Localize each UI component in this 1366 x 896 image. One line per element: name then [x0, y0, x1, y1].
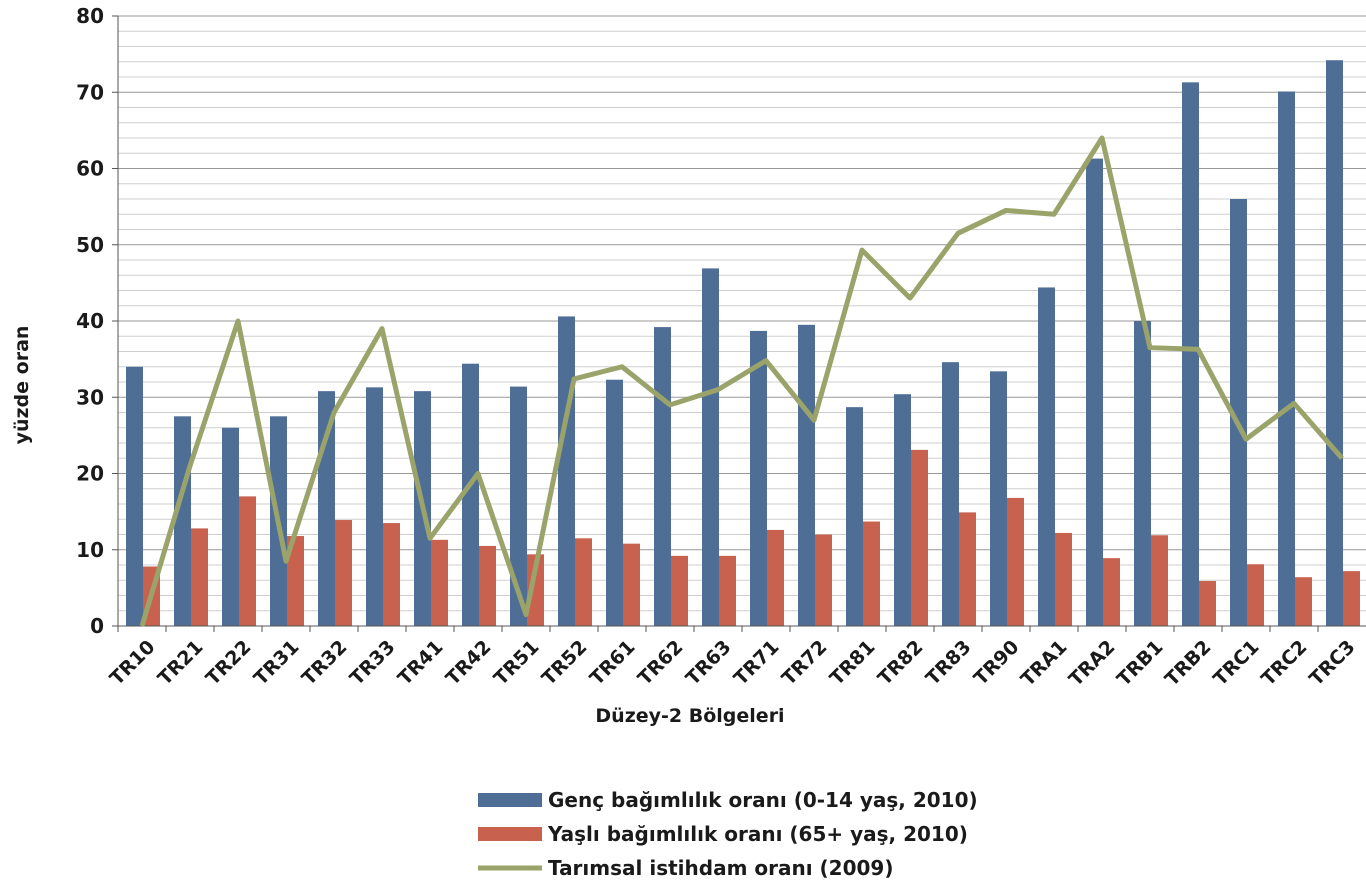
bar: [1055, 532, 1072, 626]
bar: [431, 539, 448, 626]
bar: [846, 407, 863, 626]
x-tick-label: TR83: [922, 636, 976, 690]
bar: [894, 394, 911, 626]
y-tick-label: 80: [76, 4, 104, 28]
x-tick-label: TR10: [106, 636, 160, 690]
x-tick-label: TR71: [730, 636, 784, 690]
bar: [959, 512, 976, 626]
bar: [1295, 577, 1312, 626]
bar: [1086, 158, 1103, 626]
x-tick-label: TR41: [394, 636, 448, 690]
bar: [575, 538, 592, 626]
bar: [990, 371, 1007, 626]
bar: [767, 529, 784, 626]
bar: [558, 316, 575, 626]
bar: [479, 545, 496, 626]
x-tick-label: TR42: [442, 636, 496, 690]
bar: [1103, 558, 1120, 626]
bar: [750, 330, 767, 626]
legend-swatch: [478, 827, 542, 841]
bar: [702, 268, 719, 626]
bar: [942, 362, 959, 626]
bar: [174, 416, 191, 626]
y-tick-label: 50: [76, 233, 104, 257]
y-tick-label: 60: [76, 157, 104, 181]
y-tick-label: 20: [76, 462, 104, 486]
y-tick-label: 40: [76, 309, 104, 333]
x-tick-label: TR61: [586, 636, 640, 690]
legend-swatch: [478, 793, 542, 807]
bar: [462, 363, 479, 626]
x-tick-label: TRA2: [1065, 636, 1120, 691]
x-tick-label: TR90: [970, 636, 1024, 690]
bar: [191, 528, 208, 626]
y-tick-label: 70: [76, 80, 104, 104]
bar: [1007, 497, 1024, 626]
bar: [1134, 321, 1151, 626]
bar: [1278, 91, 1295, 627]
bar: [654, 327, 671, 626]
x-tick-label: TR22: [202, 636, 256, 690]
y-tick-label: 10: [76, 538, 104, 562]
bar: [1151, 535, 1168, 626]
x-tick-label: TR72: [778, 636, 832, 690]
bar: [623, 543, 640, 626]
bar: [1182, 82, 1199, 626]
x-tick-label: TRC1: [1209, 636, 1263, 690]
x-tick-label: TR62: [634, 636, 688, 690]
bar: [287, 536, 304, 626]
x-tick-label: TR32: [298, 636, 352, 690]
x-tick-label: TR63: [682, 636, 736, 690]
x-axis-title: Düzey-2 Bölgeleri: [595, 705, 784, 727]
y-axis-title: yüzde oran: [11, 326, 33, 445]
x-tick-label: TR21: [154, 636, 208, 690]
legend-label: Genç bağımlılık oranı (0-14 yaş, 2010): [548, 788, 978, 812]
x-tick-label: TR51: [490, 636, 544, 690]
bar: [239, 496, 256, 626]
bar: [1199, 581, 1216, 626]
bar: [911, 449, 928, 626]
x-tick-label: TRB2: [1161, 636, 1216, 691]
bar: [671, 555, 688, 626]
bar: [798, 324, 815, 626]
legend-label: Yaşlı bağımlılık oranı (65+ yaş, 2010): [547, 822, 968, 846]
bar: [719, 555, 736, 626]
x-tick-label: TR33: [346, 636, 400, 690]
bar: [318, 391, 335, 626]
bar: [1326, 60, 1343, 627]
bar: [126, 366, 143, 626]
bar: [606, 379, 623, 626]
x-tick-label: TR81: [826, 636, 880, 690]
y-tick-label: 0: [90, 614, 104, 638]
x-tick-label: TR31: [250, 636, 304, 690]
bar: [335, 520, 352, 626]
bar: [383, 523, 400, 626]
x-tick-label: TRC3: [1305, 636, 1359, 690]
bar: [1038, 287, 1055, 626]
bar: [510, 386, 527, 626]
bar: [1343, 571, 1360, 626]
bar: [1230, 199, 1247, 626]
y-tick-label: 30: [76, 385, 104, 409]
x-tick-label: TR82: [874, 636, 928, 690]
bar: [366, 387, 383, 626]
line: [139, 135, 1344, 627]
x-tick-label: TR52: [538, 636, 592, 690]
bar: [1247, 564, 1264, 626]
bar: [815, 534, 832, 626]
x-tick-label: TRC2: [1257, 636, 1311, 690]
legend-label: Tarımsal istihdam oranı (2009): [548, 856, 893, 880]
bar: [527, 554, 544, 626]
bar: [222, 427, 239, 626]
bar: [863, 521, 880, 626]
x-tick-label: TRA1: [1017, 636, 1072, 691]
x-tick-label: TRB1: [1113, 636, 1168, 691]
